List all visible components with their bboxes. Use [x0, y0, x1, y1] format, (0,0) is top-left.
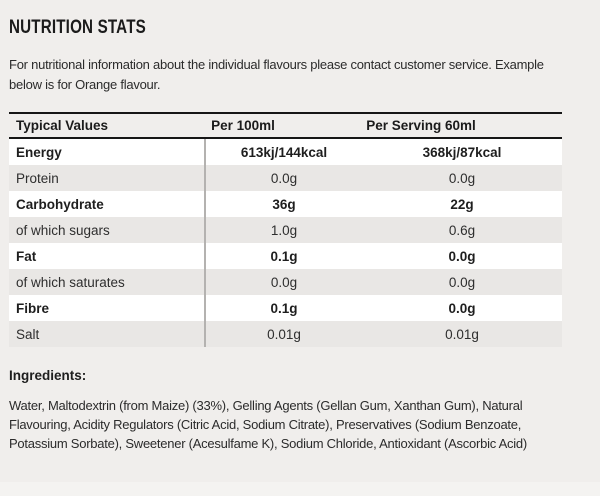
row-value-per-serving: 0.0g — [448, 248, 476, 264]
table-row: Energy 613kj/144kcal 368kj/87kcal — [9, 139, 562, 165]
column-header-typical-values: Typical Values — [16, 118, 109, 133]
row-value-per-100ml: 36g — [272, 196, 296, 212]
next-section-edge — [0, 482, 600, 496]
column-header-per-100ml: Per 100ml — [211, 118, 275, 133]
row-value-per-100ml: 1.0g — [270, 222, 298, 238]
nutrition-stats-section: NUTRITION STATS For nutritional informat… — [9, 17, 591, 453]
row-value-per-100ml: 613kj/144kcal — [240, 144, 328, 160]
row-value-per-serving: 0.0g — [448, 170, 476, 186]
row-label: Protein — [9, 165, 206, 191]
table-row: Salt 0.01g 0.01g — [9, 321, 562, 347]
intro-text: For nutritional information about the in… — [9, 55, 591, 95]
table-row: of which saturates 0.0g 0.0g — [9, 269, 562, 295]
table-row: Fibre 0.1g 0.0g — [9, 295, 562, 321]
ingredients-line: Potassium Sorbate), Sweetener (Acesulfam… — [9, 436, 527, 451]
column-header-per-serving: Per Serving 60ml — [366, 118, 476, 133]
row-label: Carbohydrate — [9, 191, 206, 217]
table-header-row: Typical Values Per 100ml Per Serving 60m… — [9, 114, 562, 139]
row-value-per-serving: 0.01g — [445, 326, 479, 342]
row-label: of which saturates — [9, 269, 206, 295]
row-value-per-100ml: 0.01g — [267, 326, 301, 342]
row-value-per-serving: 0.0g — [448, 300, 476, 316]
table-row: Protein 0.0g 0.0g — [9, 165, 562, 191]
nutrition-table: Typical Values Per 100ml Per Serving 60m… — [9, 112, 562, 347]
row-value-per-serving: 22g — [450, 196, 474, 212]
intro-line: For nutritional information about the in… — [9, 57, 544, 72]
row-label: Fibre — [9, 295, 206, 321]
table-row: of which sugars 1.0g 0.6g — [9, 217, 562, 243]
table-row: Carbohydrate 36g 22g — [9, 191, 562, 217]
row-label: Energy — [9, 139, 206, 165]
row-value-per-100ml: 0.1g — [270, 300, 298, 316]
row-value-per-serving: 0.6g — [448, 222, 476, 238]
ingredients-line: Water, Maltodextrin (from Maize) (33%), … — [9, 398, 523, 413]
row-label: Fat — [9, 243, 206, 269]
intro-line: below is for Orange flavour. — [9, 77, 161, 92]
ingredients-text: Water, Maltodextrin (from Maize) (33%), … — [9, 396, 591, 453]
row-value-per-100ml: 0.1g — [270, 248, 298, 264]
row-label: of which sugars — [9, 217, 206, 243]
row-value-per-serving: 368kj/87kcal — [422, 144, 502, 160]
row-label: Salt — [9, 321, 206, 347]
table-row: Fat 0.1g 0.0g — [9, 243, 562, 269]
row-value-per-serving: 0.0g — [448, 274, 476, 290]
row-value-per-100ml: 0.0g — [270, 170, 298, 186]
ingredients-heading: Ingredients: — [9, 368, 87, 383]
row-value-per-100ml: 0.0g — [270, 274, 298, 290]
ingredients-line: Flavouring, Acidity Regulators (Citric A… — [9, 417, 522, 432]
section-title: NUTRITION STATS — [9, 17, 146, 38]
